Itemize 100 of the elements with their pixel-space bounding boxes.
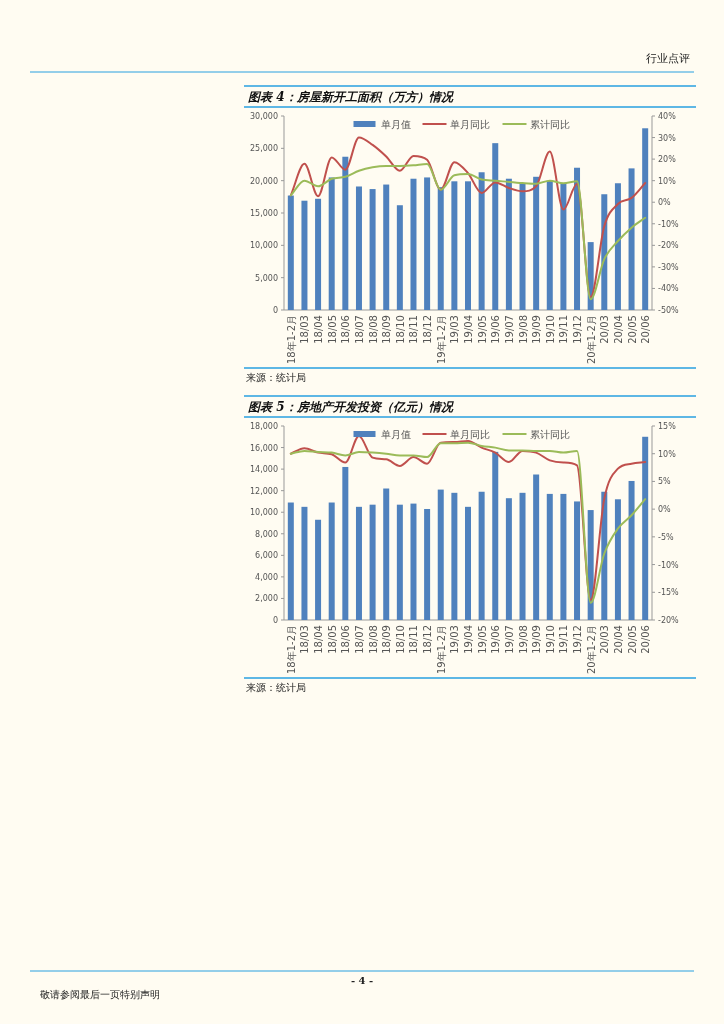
bar bbox=[642, 128, 649, 310]
x-tick-label: 20/04 bbox=[612, 625, 624, 654]
y2-tick-label: -10% bbox=[658, 219, 680, 229]
line-series bbox=[289, 136, 647, 299]
x-tick-label: 18/12 bbox=[422, 625, 434, 654]
x-tick-label: 19/11 bbox=[558, 625, 570, 654]
x-tick-label: 19/06 bbox=[490, 625, 502, 654]
bar bbox=[533, 474, 540, 620]
y2-tick-label: 5% bbox=[658, 477, 672, 487]
bar bbox=[342, 466, 349, 620]
y2-tick-label: -10% bbox=[658, 560, 680, 570]
x-tick-label: 18/03 bbox=[299, 315, 311, 344]
bar bbox=[328, 502, 335, 620]
y2-tick-label: 0% bbox=[658, 505, 672, 515]
x-tick-label: 19/11 bbox=[558, 315, 570, 344]
x-tick-label: 18/07 bbox=[353, 625, 365, 654]
legend-label: 累计同比 bbox=[529, 429, 570, 440]
y2-tick-label: -5% bbox=[658, 532, 674, 542]
x-tick-label: 20/06 bbox=[640, 315, 652, 344]
y2-tick-label: 10% bbox=[658, 449, 677, 459]
source-note: 来源：统计局 bbox=[246, 682, 306, 693]
x-tick-label: 18/09 bbox=[381, 625, 393, 654]
x-tick-label: 18/12 bbox=[422, 315, 434, 344]
bar bbox=[628, 168, 635, 310]
y-tick-label: 10,000 bbox=[250, 241, 278, 251]
y-tick-label: 0 bbox=[272, 306, 278, 315]
x-tick-label: 18/11 bbox=[408, 625, 420, 654]
y2-tick-label: 40% bbox=[658, 112, 677, 121]
bar bbox=[424, 177, 431, 310]
y-tick-label: 8,000 bbox=[255, 529, 278, 539]
bar bbox=[560, 183, 567, 310]
y2-tick-label: 15% bbox=[658, 422, 677, 431]
x-tick-label: 20/05 bbox=[626, 625, 638, 654]
x-tick-label: 18年1-2月 bbox=[285, 315, 297, 365]
y-tick-label: 0 bbox=[272, 616, 278, 625]
bar bbox=[424, 508, 431, 620]
legend-label: 单月同比 bbox=[449, 119, 490, 130]
x-tick-label: 19/07 bbox=[503, 315, 515, 344]
bar bbox=[546, 493, 553, 620]
bar bbox=[328, 177, 335, 310]
bar bbox=[465, 506, 471, 620]
x-tick-label: 19/05 bbox=[476, 315, 488, 344]
bar bbox=[396, 205, 403, 310]
bar bbox=[369, 504, 376, 620]
bar bbox=[478, 491, 485, 620]
bar bbox=[574, 167, 581, 310]
bar bbox=[342, 156, 349, 310]
x-tick-label: 18/06 bbox=[340, 315, 352, 344]
y-tick-label: 4,000 bbox=[255, 572, 278, 582]
legend-label: 累计同比 bbox=[529, 119, 570, 130]
x-tick-label: 18/07 bbox=[353, 315, 365, 344]
x-tick-label: 19/08 bbox=[517, 625, 529, 654]
bar bbox=[383, 488, 390, 620]
x-tick-label: 19/03 bbox=[449, 625, 461, 654]
bar bbox=[587, 510, 594, 620]
x-tick-label: 18/10 bbox=[394, 625, 406, 654]
x-tick-label: 19/04 bbox=[463, 625, 474, 654]
bar bbox=[519, 492, 526, 620]
x-tick-label: 19/04 bbox=[463, 315, 474, 344]
bar bbox=[533, 176, 540, 310]
bar bbox=[505, 178, 512, 310]
x-tick-label: 19/09 bbox=[531, 315, 543, 344]
bar bbox=[410, 503, 417, 620]
x-tick-label: 19/10 bbox=[544, 625, 556, 654]
x-tick-label: 18/05 bbox=[326, 625, 338, 654]
bar bbox=[560, 493, 567, 620]
x-tick-label: 18/05 bbox=[326, 315, 338, 344]
x-tick-label: 20/05 bbox=[626, 315, 638, 344]
chart-title: 图表 4：房屋新开工面积（万方）情况 bbox=[248, 90, 454, 104]
chart-title: 图表 5：房地产开发投资（亿元）情况 bbox=[248, 400, 454, 414]
legend-label: 单月值 bbox=[380, 119, 411, 130]
bar bbox=[642, 436, 649, 620]
y-tick-label: 14,000 bbox=[250, 465, 278, 475]
y-tick-label: 5,000 bbox=[255, 273, 278, 283]
bar bbox=[574, 501, 581, 620]
bar bbox=[315, 198, 322, 310]
bar bbox=[492, 451, 499, 620]
y2-tick-label: -20% bbox=[658, 241, 680, 251]
x-tick-label: 20/04 bbox=[612, 315, 624, 344]
y-tick-label: 20,000 bbox=[250, 176, 278, 186]
x-tick-label: 19/08 bbox=[517, 315, 529, 344]
y2-tick-label: -40% bbox=[658, 284, 680, 294]
bar bbox=[301, 200, 308, 310]
y2-tick-label: -50% bbox=[658, 306, 680, 315]
bar bbox=[519, 183, 526, 310]
bar bbox=[355, 506, 362, 620]
bar bbox=[355, 186, 362, 310]
bar bbox=[451, 492, 458, 620]
bar bbox=[383, 184, 390, 310]
text: 敬请参阅最后一页特别声明 bbox=[40, 989, 160, 1000]
bar bbox=[315, 519, 322, 620]
x-tick-label: 20/06 bbox=[640, 625, 652, 654]
bar bbox=[287, 195, 294, 310]
bar bbox=[287, 502, 294, 620]
x-tick-label: 18年1-2月 bbox=[285, 625, 297, 675]
x-tick-label: 19/12 bbox=[572, 315, 584, 344]
bar bbox=[614, 499, 621, 620]
x-tick-label: 19/05 bbox=[476, 625, 488, 654]
y2-tick-label: -20% bbox=[658, 616, 680, 625]
line-series bbox=[289, 163, 647, 301]
